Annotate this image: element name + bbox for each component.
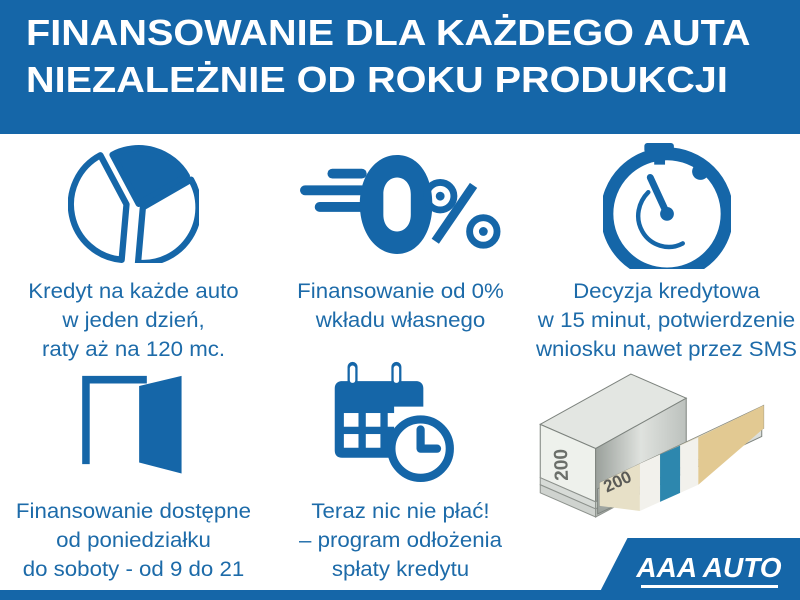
- svg-text:AAA AUTO: AAA AUTO: [635, 552, 781, 583]
- svg-text:200: 200: [550, 449, 572, 482]
